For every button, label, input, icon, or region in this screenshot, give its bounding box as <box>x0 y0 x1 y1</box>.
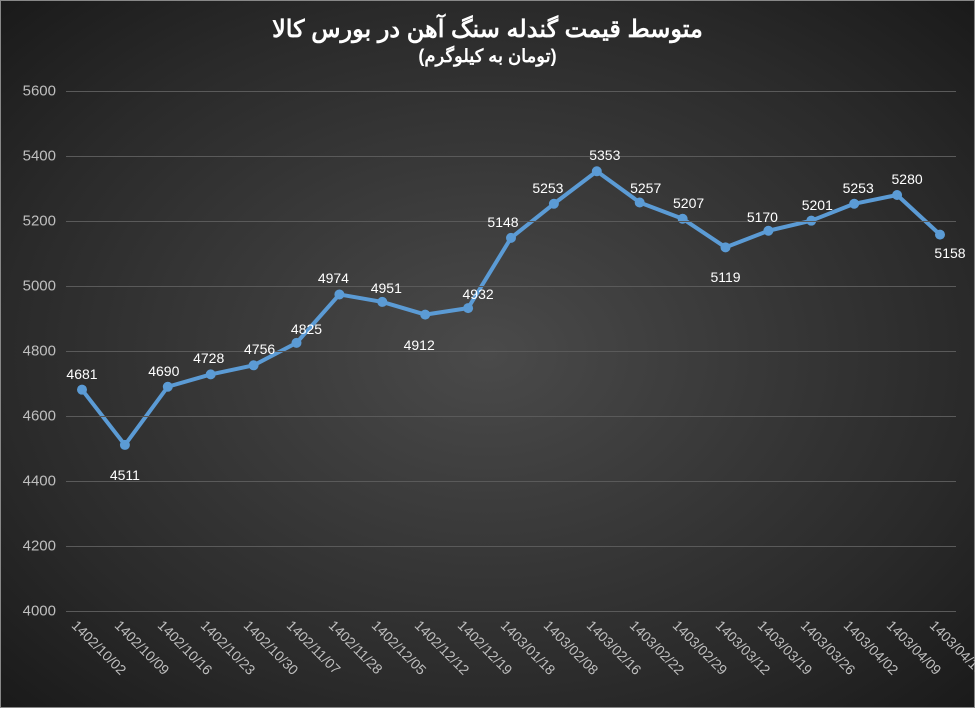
y-tick-label: 4200 <box>23 538 66 555</box>
grid-line <box>66 156 956 157</box>
y-tick-label: 5400 <box>23 148 66 165</box>
data-marker <box>935 230 945 240</box>
data-label: 5119 <box>710 269 740 285</box>
data-label: 5207 <box>673 195 704 211</box>
data-marker <box>120 440 130 450</box>
y-tick-label: 5600 <box>23 83 66 100</box>
chart-title-block: متوسط قیمت گندله سنگ آهن در بورس کالا (ت… <box>1 15 974 67</box>
data-label: 5170 <box>747 209 778 225</box>
data-marker <box>763 226 773 236</box>
data-label: 4756 <box>244 341 275 357</box>
chart-title: متوسط قیمت گندله سنگ آهن در بورس کالا <box>1 15 974 44</box>
data-label: 4825 <box>291 321 322 337</box>
y-tick-label: 4400 <box>23 473 66 490</box>
grid-line <box>66 416 956 417</box>
data-marker <box>678 214 688 224</box>
grid-line <box>66 481 956 482</box>
grid-line <box>66 286 956 287</box>
data-marker <box>892 190 902 200</box>
data-marker <box>77 385 87 395</box>
chart-container: متوسط قیمت گندله سنگ آهن در بورس کالا (ت… <box>0 0 975 708</box>
y-tick-label: 5200 <box>23 213 66 230</box>
grid-line <box>66 91 956 92</box>
data-marker <box>721 242 731 252</box>
chart-subtitle: (تومان به کیلوگرم) <box>1 46 974 67</box>
y-tick-label: 5000 <box>23 278 66 295</box>
data-label: 4932 <box>463 286 494 302</box>
data-marker <box>463 303 473 313</box>
data-label: 5158 <box>934 245 965 261</box>
data-label: 5253 <box>532 180 563 196</box>
data-marker <box>292 338 302 348</box>
y-tick-label: 4800 <box>23 343 66 360</box>
data-marker <box>549 199 559 209</box>
data-label: 5148 <box>487 214 518 230</box>
data-marker <box>506 233 516 243</box>
data-marker <box>849 199 859 209</box>
data-marker <box>377 297 387 307</box>
data-label: 5253 <box>843 180 874 196</box>
data-marker <box>163 382 173 392</box>
data-label: 5257 <box>630 180 661 196</box>
y-tick-label: 4000 <box>23 603 66 620</box>
data-marker <box>420 310 430 320</box>
data-marker <box>249 360 259 370</box>
data-label: 4912 <box>404 337 435 353</box>
data-label: 5353 <box>589 147 620 163</box>
data-label: 4974 <box>318 270 349 286</box>
data-marker <box>592 166 602 176</box>
grid-line <box>66 611 956 612</box>
data-label: 5201 <box>802 197 833 213</box>
data-marker <box>334 289 344 299</box>
data-label: 5280 <box>892 171 923 187</box>
data-label: 4951 <box>371 280 402 296</box>
data-marker <box>635 197 645 207</box>
data-label: 4681 <box>66 366 97 382</box>
data-label: 4728 <box>193 350 224 366</box>
data-marker <box>206 369 216 379</box>
plot-area: 4000420044004600480050005200540056001402… <box>66 91 956 611</box>
data-label: 4511 <box>110 467 140 483</box>
data-label: 4690 <box>148 363 179 379</box>
y-tick-label: 4600 <box>23 408 66 425</box>
grid-line <box>66 546 956 547</box>
